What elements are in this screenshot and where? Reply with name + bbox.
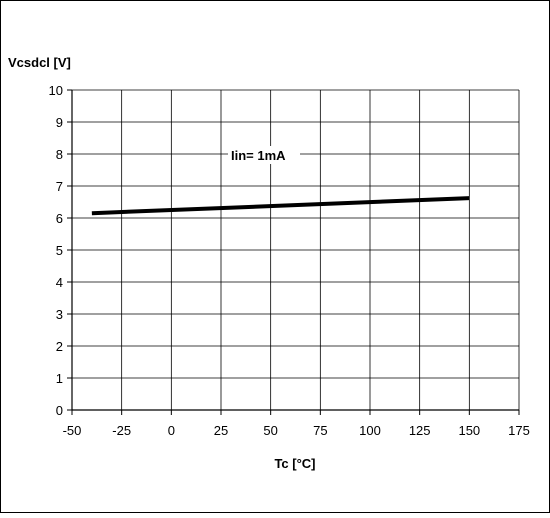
- y-tick-label: 6: [56, 211, 63, 226]
- x-tick-label: 0: [168, 423, 175, 438]
- y-tick-label: 8: [56, 147, 63, 162]
- x-axis-title: Tc [°C]: [274, 456, 315, 471]
- y-tick-label: 7: [56, 179, 63, 194]
- y-tick-label: 5: [56, 243, 63, 258]
- x-tick-label: 150: [458, 423, 480, 438]
- x-tick-label: 125: [409, 423, 431, 438]
- annotation-background: [228, 146, 300, 164]
- y-tick-label: 0: [56, 403, 63, 418]
- y-tick-label: 3: [56, 307, 63, 322]
- x-tick-label: 175: [508, 423, 530, 438]
- x-tick-label: -25: [112, 423, 131, 438]
- y-tick-label: 1: [56, 371, 63, 386]
- series-line: [91, 196, 470, 216]
- series-group: [91, 196, 470, 216]
- y-tick-label: 9: [56, 115, 63, 130]
- ticks: [67, 89, 520, 415]
- tick-labels: -50 -25 0 25 50 75 100 125 150 175 0 1 2 3 4 5 6 7 8 9 10: [49, 83, 530, 438]
- y-tick-label: 2: [56, 339, 63, 354]
- x-tick-label: 100: [359, 423, 381, 438]
- y-tick-label: 10: [49, 83, 63, 98]
- annotation-label: Iin= 1mA: [231, 148, 286, 163]
- y-axis-title: Vcsdcl [V]: [8, 55, 71, 70]
- x-tick-label: 75: [313, 423, 327, 438]
- x-tick-label: 50: [263, 423, 277, 438]
- y-tick-label: 4: [56, 275, 63, 290]
- x-tick-label: -50: [63, 423, 82, 438]
- x-tick-label: 25: [214, 423, 228, 438]
